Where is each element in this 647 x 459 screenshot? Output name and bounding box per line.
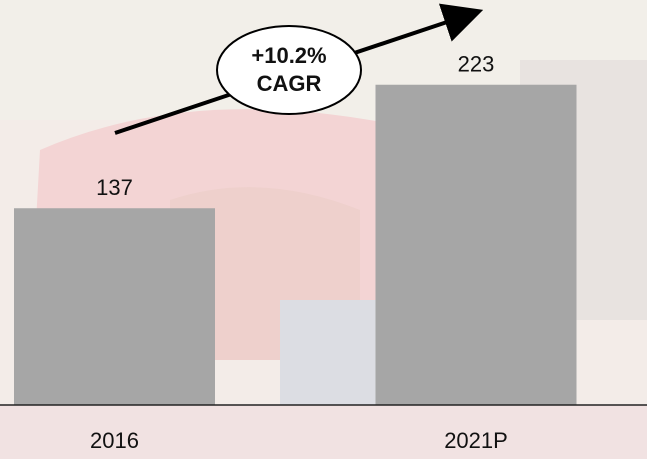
bar [14,208,215,405]
value-label: 137 [96,175,133,200]
plot-area: 137 2016 223 2021P [14,52,577,453]
annotation-line: CAGR [257,71,322,96]
value-label: 223 [458,52,495,77]
bar [375,84,577,405]
x-tick-label: 2016 [90,428,139,453]
annotation-line: +10.2% [251,43,326,68]
x-tick-label: 2021P [444,428,508,453]
cagr-bubble [216,25,362,115]
